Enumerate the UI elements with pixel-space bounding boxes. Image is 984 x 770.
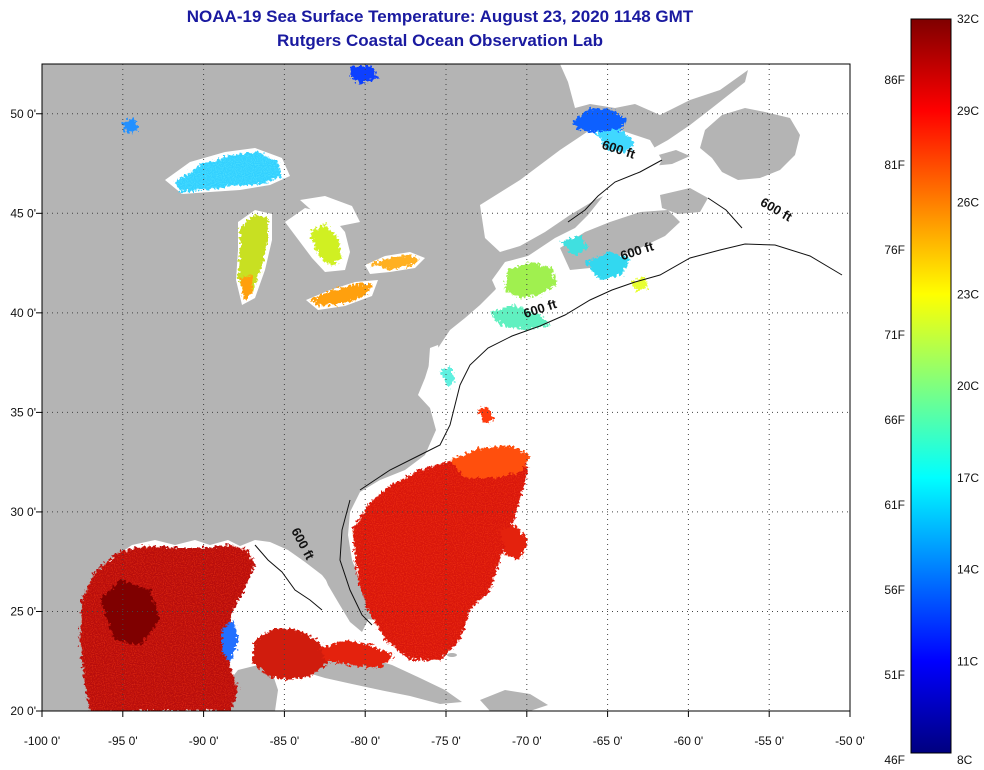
land-florida (318, 556, 368, 632)
colorbar-celsius-label: 8C (957, 753, 973, 767)
lon-tick-label: -50 0' (835, 734, 865, 748)
sst-atlantic-orange (450, 446, 530, 478)
sst-gulf-patch (100, 580, 160, 645)
lon-tick-label: -70 0' (512, 734, 542, 748)
sst-lake-erie (310, 284, 372, 306)
lat-tick-label: 45 0' (10, 206, 36, 220)
colorbar: 8C 11C 14C 17C 20C 23C 26C 29C 32C 46F 51F 56F 61F 6… (884, 12, 979, 767)
land-nova-scotia (560, 210, 680, 270)
lon-tick-label: -75 0' (431, 734, 461, 748)
colorbar-celsius-label: 17C (957, 471, 979, 485)
sst-st-lawrence-cyan (595, 130, 636, 152)
colorbar-fahrenheit-label: 61F (884, 498, 905, 512)
lon-tick-label: -90 0' (189, 734, 219, 748)
sst-lake-michigan-orange (240, 276, 252, 300)
sst-atlantic-east (500, 525, 528, 560)
sst-bay-of-fundy (560, 235, 588, 256)
sst-mid-atlantic (440, 366, 456, 388)
sst-lake-superior-blue (175, 152, 282, 192)
colorbar-fahrenheit-label: 46F (884, 753, 905, 767)
bathymetry-contour-600ft (254, 159, 843, 626)
sst-georges-bank (490, 305, 550, 330)
colorbar-fahrenheit-labels: 46F 51F 56F 61F 66F 71F 76F 81F 86F (884, 73, 905, 767)
lat-tick-label: 25 0' (10, 604, 36, 618)
sst-atlantic-tail (478, 406, 494, 424)
sst-data-layer (80, 66, 648, 711)
water-st-lawrence (480, 130, 662, 252)
lon-tick-label: -60 0' (674, 734, 704, 748)
sst-nova-scotia-shelf (585, 252, 630, 280)
sst-lake-huron (310, 224, 342, 266)
colorbar-fahrenheit-label: 51F (884, 668, 905, 682)
colorbar-fahrenheit-label: 86F (884, 73, 905, 87)
sst-lake-winnipeg (122, 118, 138, 134)
lon-tick-label: -100 0' (24, 734, 60, 748)
land-hispaniola (480, 690, 548, 711)
land-newfoundland (700, 108, 800, 180)
title-line-1: NOAA-19 Sea Surface Temperature: August … (186, 7, 694, 26)
lat-tick-label: 30 0' (10, 505, 36, 519)
lat-tick-label: 50 0' (10, 107, 36, 121)
colorbar-celsius-label: 23C (957, 287, 979, 301)
lon-tick-label: -80 0' (350, 734, 380, 748)
latitude-axis: 20 0' 25 0' 30 0' 35 0' 40 0' 45 0' 50 0' (10, 107, 42, 718)
lat-tick-label: 35 0' (10, 405, 36, 419)
sst-gulf-of-maine (505, 262, 556, 298)
colorbar-celsius-label: 29C (957, 104, 979, 118)
lon-tick-label: -65 0' (593, 734, 623, 748)
sst-st-lawrence-blue (572, 108, 628, 132)
colorbar-fahrenheit-label: 71F (884, 328, 905, 342)
colorbar-celsius-label: 26C (957, 196, 979, 210)
lon-tick-label: -95 0' (108, 734, 138, 748)
colorbar-fahrenheit-label: 81F (884, 158, 905, 172)
colorbar-fahrenheit-label: 66F (884, 413, 905, 427)
colorbar-bar (910, 18, 952, 754)
lat-tick-label: 20 0' (10, 704, 36, 718)
title-line-2: Rutgers Coastal Ocean Observation Lab (277, 31, 603, 50)
colorbar-celsius-label: 32C (957, 12, 979, 26)
sst-lake-ontario (370, 255, 420, 270)
water-chesapeake (428, 345, 442, 396)
lon-tick-label: -85 0' (270, 734, 300, 748)
sst-atlantic-speckle (352, 448, 528, 660)
lon-tick-label: -55 0' (754, 734, 784, 748)
sst-blue-yucatan (222, 620, 238, 662)
lat-tick-label: 40 0' (10, 306, 36, 320)
sst-florida-strait (320, 640, 395, 668)
land-cape-breton (660, 188, 708, 214)
colorbar-fahrenheit-label: 76F (884, 243, 905, 257)
sst-east-gulf (252, 628, 330, 680)
sst-lake-michigan (238, 214, 268, 298)
colorbar-celsius-label: 11C (957, 654, 978, 668)
sst-ns-yellow (632, 276, 648, 292)
longitude-axis: -100 0' -95 0' -90 0' -85 0' -80 0' -75 0' -70… (24, 711, 865, 748)
colorbar-celsius-labels: 8C 11C 14C 17C 20C 23C 26C 29C 32C (957, 12, 979, 767)
land-north-america (42, 64, 748, 711)
sst-hudson-bay-edge (350, 66, 378, 84)
colorbar-celsius-label: 14C (957, 563, 979, 577)
colorbar-celsius-label: 20C (957, 379, 979, 393)
land-cuba (300, 652, 462, 704)
colorbar-fahrenheit-label: 56F (884, 583, 905, 597)
